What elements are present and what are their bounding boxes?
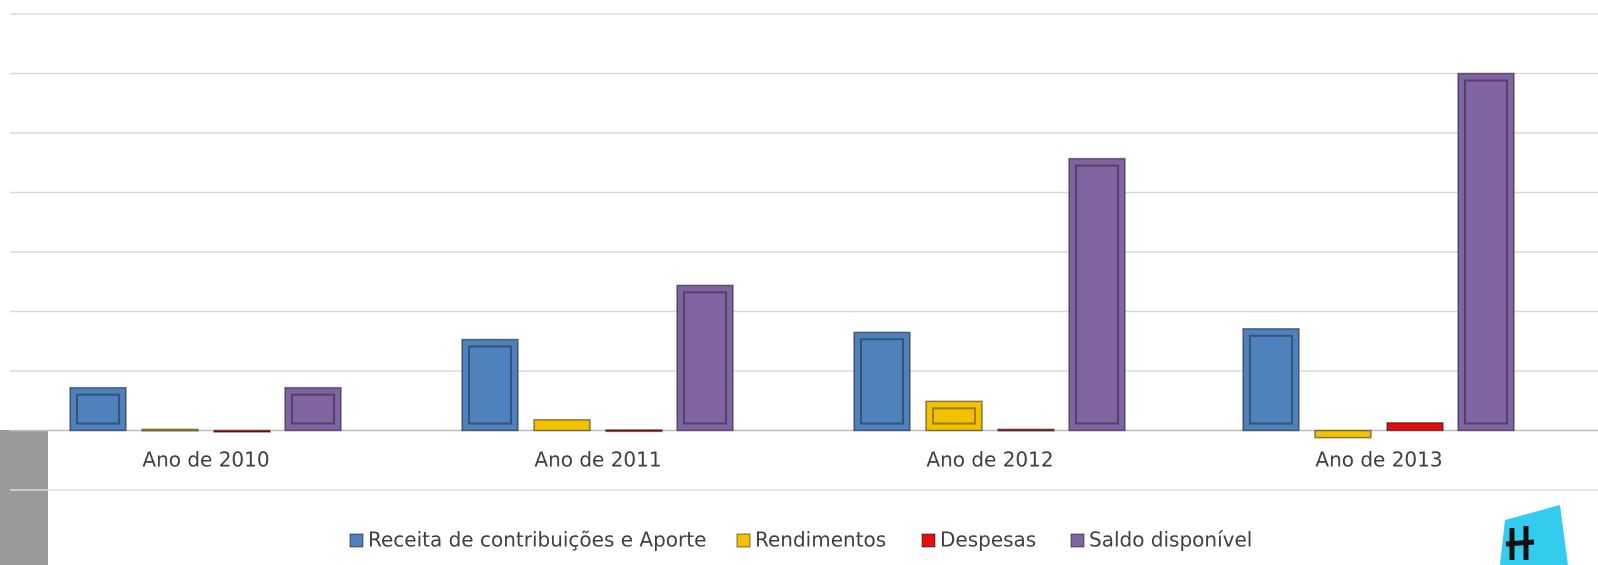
bar xyxy=(1068,157,1126,432)
x-tick-label: Ano de 2013 xyxy=(1315,448,1442,472)
bar xyxy=(213,429,271,433)
legend-label: Receita de contribuições e Aporte xyxy=(368,528,706,552)
legend-swatch xyxy=(921,533,936,548)
bar xyxy=(69,386,127,432)
bar xyxy=(925,400,983,432)
bar-bevel xyxy=(1249,334,1293,425)
bar-bevel xyxy=(860,338,904,425)
legend-swatch xyxy=(1070,533,1085,548)
bar xyxy=(141,428,199,432)
bar-bevel xyxy=(468,345,512,425)
bar xyxy=(853,331,911,432)
x-tick-label: Ano de 2010 xyxy=(142,448,269,472)
bar-bevel xyxy=(291,393,335,425)
bar xyxy=(1386,422,1444,432)
bar xyxy=(1314,429,1372,439)
bar-bevel xyxy=(1075,164,1119,425)
bar xyxy=(676,284,734,432)
bar xyxy=(533,419,591,432)
bar-bevel xyxy=(932,407,976,425)
legend-label: Despesas xyxy=(940,528,1036,552)
bar xyxy=(284,386,342,432)
legend-label: Rendimentos xyxy=(755,528,886,552)
corner-logo xyxy=(1500,505,1568,565)
bar xyxy=(605,429,663,433)
bar-bevel xyxy=(1464,79,1508,425)
x-tick-label: Ano de 2012 xyxy=(926,448,1053,472)
side-strip xyxy=(0,430,48,565)
legend-swatch xyxy=(349,533,364,548)
bar-bevel xyxy=(683,291,727,425)
legend-swatch xyxy=(736,533,751,548)
bar-bevel xyxy=(76,393,120,425)
x-tick-label: Ano de 2011 xyxy=(534,448,661,472)
bar xyxy=(1242,328,1300,432)
bar xyxy=(461,338,519,432)
bar xyxy=(1457,72,1515,432)
bar xyxy=(997,428,1055,432)
legend-label: Saldo disponível xyxy=(1089,528,1252,552)
